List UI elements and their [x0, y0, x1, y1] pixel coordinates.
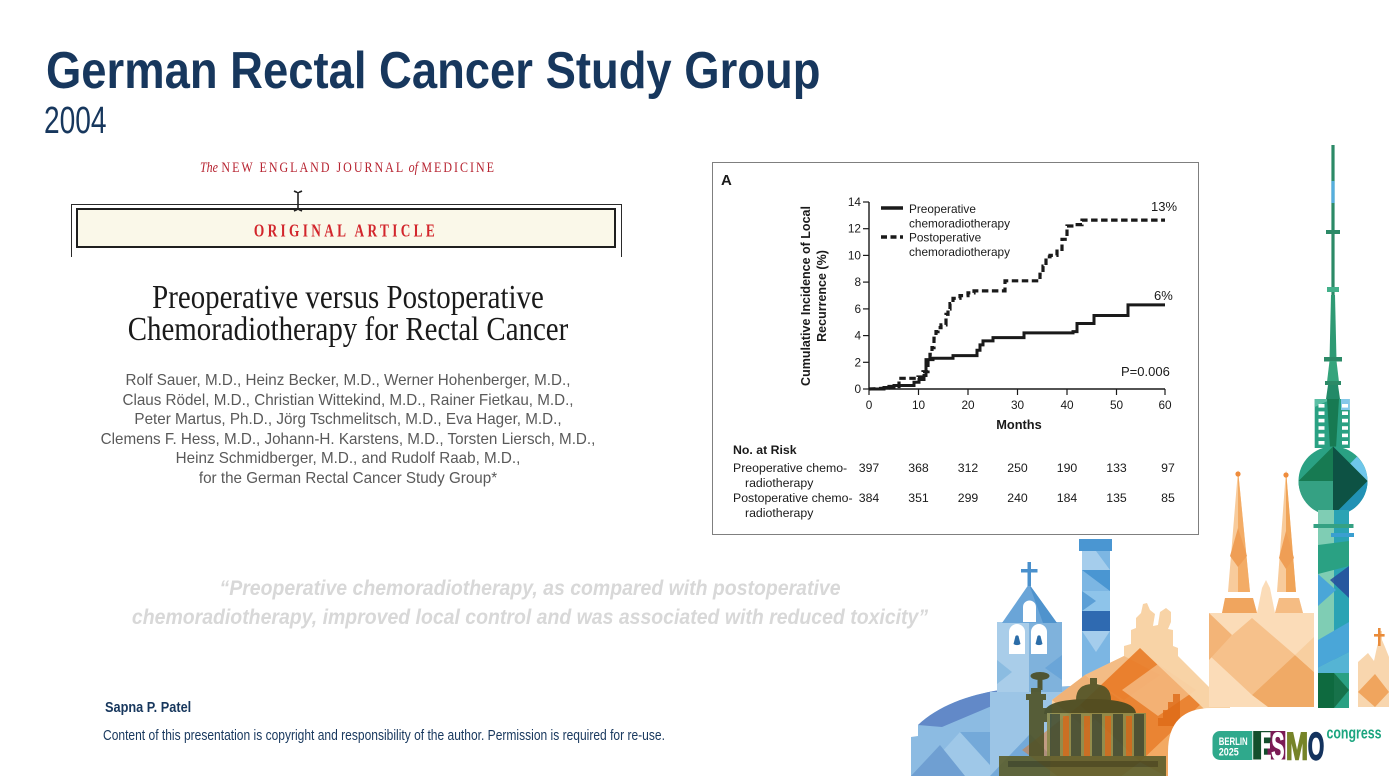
svg-text:13%: 13% — [1151, 199, 1177, 214]
svg-text:radiotherapy: radiotherapy — [745, 506, 814, 520]
svg-text:312: 312 — [958, 461, 979, 475]
svg-text:60: 60 — [1158, 398, 1172, 412]
svg-text:40: 40 — [1060, 398, 1074, 412]
svg-text:97: 97 — [1161, 461, 1175, 475]
svg-text:E: E — [1260, 725, 1271, 768]
svg-text:8: 8 — [854, 275, 861, 289]
svg-text:2: 2 — [854, 355, 861, 369]
svg-text:50: 50 — [1110, 398, 1124, 412]
svg-text:384: 384 — [859, 491, 880, 505]
svg-text:30: 30 — [1011, 398, 1025, 412]
svg-text:O: O — [1308, 725, 1325, 768]
svg-text:0: 0 — [854, 382, 861, 396]
svg-text:20: 20 — [961, 398, 975, 412]
svg-text:M: M — [1286, 725, 1309, 768]
svg-text:0: 0 — [866, 398, 873, 412]
svg-text:14: 14 — [848, 195, 862, 209]
svg-text:351: 351 — [908, 491, 929, 505]
svg-text:6%: 6% — [1154, 288, 1173, 303]
svg-text:Preoperative chemo-: Preoperative chemo- — [733, 461, 847, 475]
svg-text:Months: Months — [996, 417, 1042, 432]
svg-text:Recurrence (%): Recurrence (%) — [815, 250, 829, 342]
svg-text:congress: congress — [1327, 725, 1382, 743]
svg-text:chemoradiotherapy: chemoradiotherapy — [909, 217, 1010, 231]
svg-text:12: 12 — [848, 222, 861, 236]
svg-text:No. at Risk: No. at Risk — [733, 443, 797, 457]
svg-text:Postoperative chemo-: Postoperative chemo- — [733, 491, 853, 505]
svg-text:P=0.006: P=0.006 — [1121, 364, 1170, 379]
svg-text:397: 397 — [859, 461, 880, 475]
svg-text:85: 85 — [1161, 491, 1175, 505]
svg-text:190: 190 — [1057, 461, 1078, 475]
svg-text:10: 10 — [912, 398, 926, 412]
svg-text:Postoperative: Postoperative — [909, 231, 982, 245]
svg-text:Preoperative: Preoperative — [909, 202, 976, 216]
svg-text:184: 184 — [1057, 491, 1078, 505]
svg-text:A: A — [721, 172, 732, 189]
svg-text:240: 240 — [1007, 491, 1028, 505]
svg-text:S: S — [1271, 725, 1284, 768]
svg-text:Cumulative Incidence of Local: Cumulative Incidence of Local — [799, 206, 813, 386]
svg-text:133: 133 — [1106, 461, 1127, 475]
svg-text:chemoradiotherapy: chemoradiotherapy — [909, 245, 1010, 259]
svg-text:299: 299 — [958, 491, 979, 505]
svg-text:BERLIN: BERLIN — [1219, 736, 1248, 748]
svg-text:10: 10 — [848, 248, 862, 262]
svg-text:radiotherapy: radiotherapy — [745, 476, 814, 490]
svg-text:135: 135 — [1106, 491, 1127, 505]
svg-text:6: 6 — [854, 302, 861, 316]
svg-text:368: 368 — [908, 461, 929, 475]
svg-text:250: 250 — [1007, 461, 1028, 475]
svg-text:2025: 2025 — [1219, 747, 1240, 759]
svg-text:4: 4 — [854, 329, 861, 343]
